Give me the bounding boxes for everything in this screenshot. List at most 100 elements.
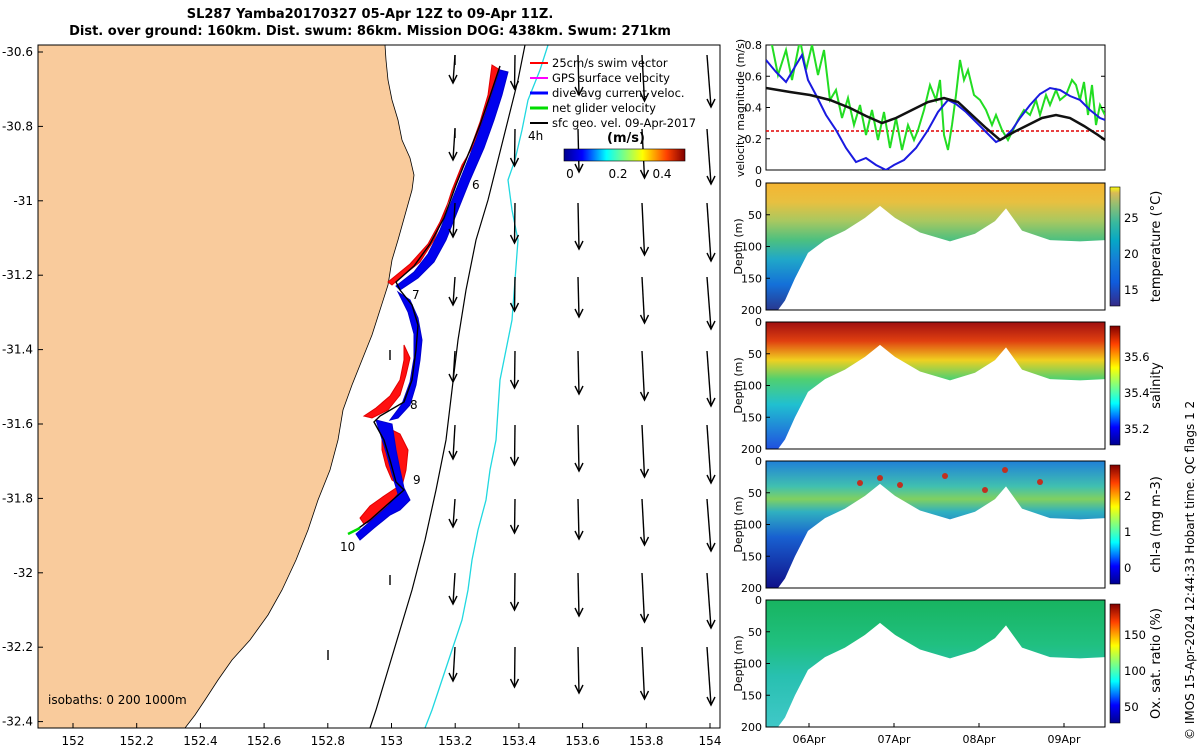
depth-tick-label: 100 [741,519,762,532]
geo-velocity-arrowhead [509,379,520,390]
geo-velocity-arrow [641,572,646,623]
geo-velocity-arrow [641,202,646,256]
speed-colorbar [563,148,686,162]
day-label-4h: 4h [528,129,543,143]
geo-velocity-arrowhead [448,228,458,239]
surface-geo-velocity-arrows [327,54,716,707]
geo-velocity-arrow [641,424,646,478]
geo-velocity-arrowhead [509,601,520,612]
geo-velocity-arrowhead [639,169,650,180]
geo-velocity-arrowhead [706,542,716,553]
geo-velocity-arrow [706,128,712,185]
chla-high-point [1002,467,1008,473]
colorbar-tick-label: 50 [1124,700,1139,714]
map-lon-tick-label: 152 [62,734,85,748]
legend-swim: 25cm/s swim vector [552,56,668,70]
geo-velocity-arrowhead [706,474,716,485]
chla-high-point [857,480,863,486]
geo-velocity-arrow [577,276,580,318]
velocity-tick-label: 0.6 [745,70,763,83]
colorbar-tick-label: 0 [1124,561,1131,575]
section-colorbar [1109,464,1121,585]
colorbar-tick-label: 1 [1124,525,1131,539]
map-lat-tick-label: -32 [13,566,33,580]
geo-velocity-arrowhead [448,373,458,384]
colorbar-label: salinity [1149,362,1164,409]
depth-tick-label: 200 [741,304,762,317]
speed-colorbar-tick-1: 0.2 [608,167,627,181]
chla-high-point [1037,479,1043,485]
legend-gps: GPS surface velocity [552,71,670,85]
geo-velocity-arrow [452,202,456,238]
isobaths-label: isobaths: 0 200 1000m [48,693,187,707]
depth-tick-label: 50 [748,487,762,500]
day-label-7: 7 [412,288,420,302]
geo-velocity-arrow [513,128,516,167]
geo-velocity-arrowhead [509,234,520,245]
depth-tick-label: 150 [741,689,762,702]
depth-tick-label: 0 [755,455,762,468]
geo-velocity-arrowhead [639,391,650,402]
chla-high-point [897,482,903,488]
velocity-y-ticks: 0 0.2 0.4 0.6 0.8 [745,39,1105,177]
map-lat-tick-label: -30.6 [2,45,33,59]
geo-velocity-arrowhead [706,696,716,707]
map-lon-tick-label: 153.6 [565,734,599,748]
geo-velocity-arrow [513,202,516,244]
geo-velocity-arrow [641,498,646,546]
geo-velocity-arrowhead [706,397,716,408]
chla-high-point [877,475,883,481]
geo-velocity-arrow [452,424,456,460]
depth-tick-label: 100 [741,380,762,393]
geo-velocity-arrowhead [574,308,584,319]
map-frame [37,44,721,729]
geo-velocity-arrow [641,350,646,401]
figure-title: SL287 Yamba20170327 05-Apr 12Z to 09-Apr… [186,7,554,22]
geo-velocity-arrowhead [706,619,716,630]
geo-velocity-arrow [706,276,712,330]
geo-velocity-arrowhead [639,690,650,701]
colorbar-label: Ox. sat. ratio (%) [1149,608,1164,719]
day-label-8: 8 [410,398,418,412]
depth-tick-label: 0 [755,594,762,607]
section-data-field [766,600,1105,727]
geo-velocity-arrowhead [448,518,458,529]
geo-velocity-arrowhead [706,252,716,263]
time-tick-label: 07Apr [877,733,911,746]
geo-velocity-arrow [513,54,516,90]
map-lat-tick-label: -31 [13,194,33,208]
geo-velocity-arrowhead [639,314,650,325]
time-tick-label: 08Apr [962,733,996,746]
geo-velocity-arrow [452,572,456,605]
geo-velocity-arrow [641,646,646,700]
section-colorbar [1109,325,1121,446]
depth-axis-label: Depth (m) [732,635,745,691]
geo-velocity-arrowhead [574,385,584,396]
depth-axis-label: Depth (m) [732,496,745,552]
colorbar-tick-label: 100 [1124,664,1146,678]
geo-velocity-arrow [577,350,580,395]
geo-velocity-arrowhead [574,684,584,695]
map-lon-tick-label: 152.2 [120,734,154,748]
map-lon-ticks: 152 152.2 152.4 152.6 152.8 153 153.2 153.4 153.… [62,723,721,748]
colorbar-tick-label: 35.2 [1124,422,1150,436]
depth-tick-label: 200 [741,443,762,456]
geo-velocity-arrowhead [574,530,584,541]
geo-velocity-arrowhead [706,98,716,109]
depth-tick-label: 200 [741,721,762,734]
geo-velocity-arrow [706,424,712,484]
geo-velocity-arrowhead [639,468,650,479]
depth-tick-label: 50 [748,209,762,222]
legend-geo: sfc geo. vel. 09-Apr-2017 [552,116,696,130]
velocity-tick-label: 0.2 [745,133,763,146]
depth-tick-label: 50 [748,626,762,639]
velocity-tick-label: 0.8 [745,39,763,52]
map-lat-ticks: -30.6 -30.8 -31 -31.2 -31.4 -31.6 -31.8 -32 -32.… [2,45,43,729]
section-chla: 0 50 100 150 200 Depth (m) 0 1 2 chl-a (mg m-3) [732,455,1164,595]
map-panel: 4h 6 7 8 9 10 25cm/s swim vector GPS sur… [2,44,721,748]
geo-velocity-arrowhead [574,163,584,174]
map-lat-tick-label: -31.8 [2,491,33,505]
section-colorbar [1109,603,1121,724]
section-data-field [766,322,1105,449]
